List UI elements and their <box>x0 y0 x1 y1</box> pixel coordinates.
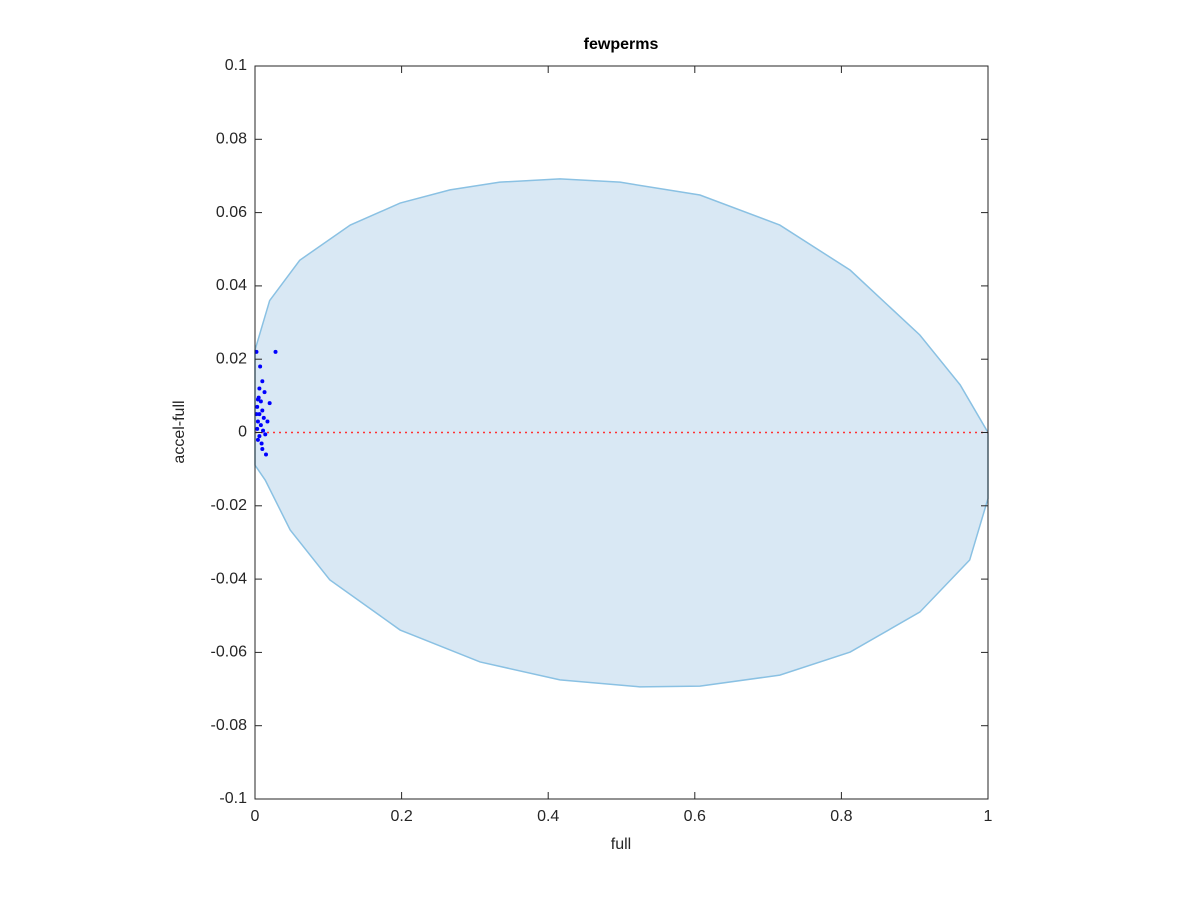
y-tick-label: -0.06 <box>211 644 248 661</box>
y-tick-label: 0.02 <box>216 350 247 367</box>
point <box>267 401 272 406</box>
y-tick-label: 0 <box>238 424 247 441</box>
point <box>260 408 265 413</box>
point <box>260 379 265 384</box>
y-tick-label: -0.02 <box>211 497 248 514</box>
point <box>258 423 263 428</box>
y-tick-label: 0.1 <box>225 57 247 74</box>
point <box>261 428 266 433</box>
point <box>255 437 260 442</box>
point <box>257 386 262 391</box>
x-tick-label: 1 <box>984 808 993 825</box>
x-tick-label: 0 <box>251 808 260 825</box>
x-tick-label: 0.8 <box>830 808 852 825</box>
point <box>263 452 268 457</box>
point <box>273 349 278 354</box>
point <box>255 426 260 431</box>
x-tick-label: 0.6 <box>684 808 706 825</box>
y-tick-label: -0.08 <box>211 717 248 734</box>
point <box>259 441 264 446</box>
y-tick-label: -0.04 <box>211 570 248 587</box>
point <box>263 432 268 437</box>
point <box>257 412 262 417</box>
y-tick-label: 0.06 <box>216 204 247 221</box>
y-tick-label: 0.08 <box>216 131 247 148</box>
point <box>256 395 261 400</box>
point <box>258 364 263 369</box>
point <box>261 415 266 420</box>
y-tick-label: -0.1 <box>219 790 247 807</box>
x-axis-label: full <box>611 836 631 853</box>
point <box>255 404 260 409</box>
chart-title: fewperms <box>584 36 659 53</box>
point <box>258 399 263 404</box>
x-tick-label: 0.4 <box>537 808 559 825</box>
x-tick-label: 0.2 <box>390 808 412 825</box>
point <box>255 419 260 424</box>
point <box>265 419 270 424</box>
y-axis-label: accel-full <box>171 400 188 463</box>
y-tick-label: 0.04 <box>216 277 247 294</box>
point <box>257 434 262 439</box>
point <box>260 446 265 451</box>
point <box>262 390 267 395</box>
